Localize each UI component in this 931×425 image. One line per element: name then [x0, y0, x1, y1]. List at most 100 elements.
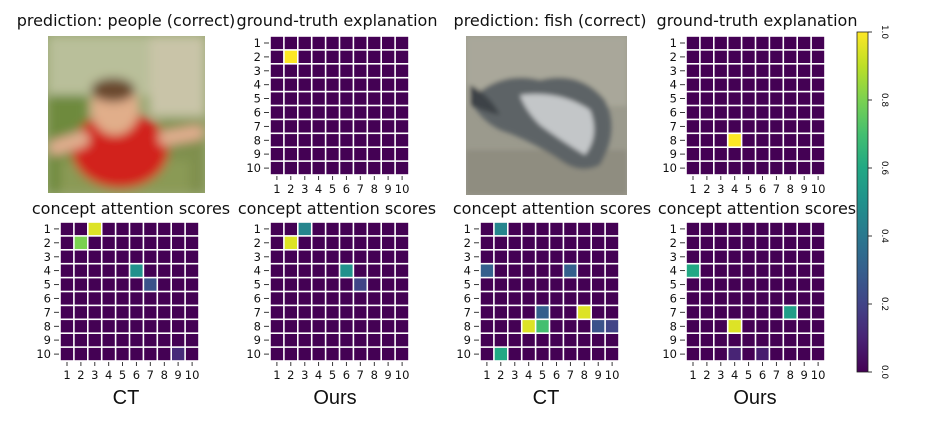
heatmap-cell — [368, 36, 381, 50]
heatmap-cell — [686, 278, 700, 291]
y-tick-label: 10 — [36, 347, 51, 361]
heatmap-cell — [714, 250, 727, 263]
heatmap-cell — [172, 222, 185, 236]
heatmap-cell — [130, 222, 143, 236]
heatmap-cell — [340, 320, 353, 333]
heatmap-cell — [172, 334, 185, 347]
heatmap-cell — [382, 320, 395, 333]
heatmap-cell — [798, 148, 811, 161]
heatmap-cell — [564, 334, 577, 347]
x-tick-label: 1 — [63, 368, 70, 382]
heatmap-cell — [508, 250, 521, 263]
heatmap-cell — [382, 236, 395, 249]
heatmap-cell — [728, 250, 741, 263]
heatmap-cell — [298, 306, 311, 319]
heatmap-cell — [395, 36, 409, 50]
y-tick-label: 9 — [254, 333, 261, 347]
heatmap-cell — [686, 222, 700, 236]
heatmap-cell — [382, 347, 395, 361]
heatmap-cell — [312, 236, 325, 249]
x-tick-label: 6 — [759, 182, 766, 196]
heatmap-cell — [798, 278, 811, 291]
heatmap-cell — [714, 334, 727, 347]
heatmap-cell — [798, 92, 811, 105]
heatmap-cell — [784, 120, 797, 133]
heatmap-cell — [395, 78, 409, 91]
heatmap-cell — [742, 106, 755, 119]
y-tick-label: 7 — [254, 119, 261, 133]
heatmap-cell — [284, 64, 297, 77]
y-tick-label: 6 — [670, 291, 677, 305]
heatmap-cell — [592, 334, 605, 347]
heatmap-cell — [354, 320, 367, 333]
heatmap-cell — [116, 306, 129, 319]
heatmap-cell — [770, 50, 783, 63]
heatmap-cell — [312, 306, 325, 319]
heatmap-cell — [74, 278, 87, 291]
heatmap-cell — [714, 278, 727, 291]
heatmap-cell — [340, 292, 353, 305]
heatmap-cell — [756, 120, 769, 133]
y-tick-label: 4 — [44, 264, 51, 278]
heatmap-cell — [172, 320, 185, 333]
heatmap-cell — [116, 222, 129, 236]
heatmap-cell — [592, 250, 605, 263]
y-tick-label: 3 — [254, 64, 261, 78]
heatmap-cell — [564, 292, 577, 305]
heatmap-cell — [508, 222, 521, 236]
heatmap-cell — [700, 78, 713, 91]
heatmap-cell — [714, 134, 727, 147]
heatmap-cell — [298, 120, 311, 133]
heatmap-cell — [550, 320, 563, 333]
heatmap-cell — [564, 306, 577, 319]
heatmap-cell — [144, 347, 157, 361]
colorbar-tick-label: 1.0 — [879, 25, 889, 40]
heatmap-cell — [742, 250, 755, 263]
heatmap-cell — [714, 78, 727, 91]
heatmap-cell — [742, 236, 755, 249]
x-tick-label: 3 — [511, 368, 518, 382]
heatmap-cell — [714, 292, 727, 305]
x-tick-label: 2 — [287, 368, 294, 382]
heatmap-cell — [714, 148, 727, 161]
heatmap-cell — [298, 292, 311, 305]
heatmap-cell — [88, 264, 101, 277]
x-tick-label: 9 — [595, 368, 602, 382]
heatmap-cell-highlight — [784, 306, 797, 319]
heatmap-cell — [382, 106, 395, 119]
heatmap-cell — [480, 334, 494, 347]
heatmap-cell — [494, 264, 507, 277]
heatmap-cell — [354, 50, 367, 63]
heatmap-cell — [144, 222, 157, 236]
heatmap-cell — [742, 36, 755, 50]
title-cas-ct-left: concept attention scores — [32, 199, 230, 218]
x-tick-label: 2 — [287, 182, 294, 196]
heatmap-cell-highlight — [88, 222, 101, 236]
heatmap-cell — [326, 64, 339, 77]
heatmap-cell — [270, 236, 284, 249]
heatmap-cell — [592, 278, 605, 291]
heatmap-cell — [811, 292, 825, 305]
heatmap-cell — [326, 36, 339, 50]
heatmap-cell — [326, 78, 339, 91]
heatmap-cell-highlight — [494, 347, 507, 361]
heatmap-cell — [798, 36, 811, 50]
heatmap-cell — [60, 334, 74, 347]
heatmap-cell — [811, 306, 825, 319]
heatmap-cell — [284, 134, 297, 147]
heatmap-cell — [284, 92, 297, 105]
heatmap-cell — [578, 264, 591, 277]
heatmap-cell — [270, 106, 284, 119]
heatmap-cell — [340, 64, 353, 77]
heatmap-cell — [728, 334, 741, 347]
heatmap-cell — [368, 278, 381, 291]
heatmap-cell — [395, 148, 409, 161]
heatmap-cell — [270, 120, 284, 133]
x-tick-label: 7 — [357, 182, 364, 196]
title-gt-left: ground-truth explanation — [237, 11, 438, 30]
heatmap-cell-highlight — [480, 264, 494, 277]
heatmap-cell — [550, 334, 563, 347]
heatmap-cell — [74, 250, 87, 263]
heatmap-cell — [742, 92, 755, 105]
